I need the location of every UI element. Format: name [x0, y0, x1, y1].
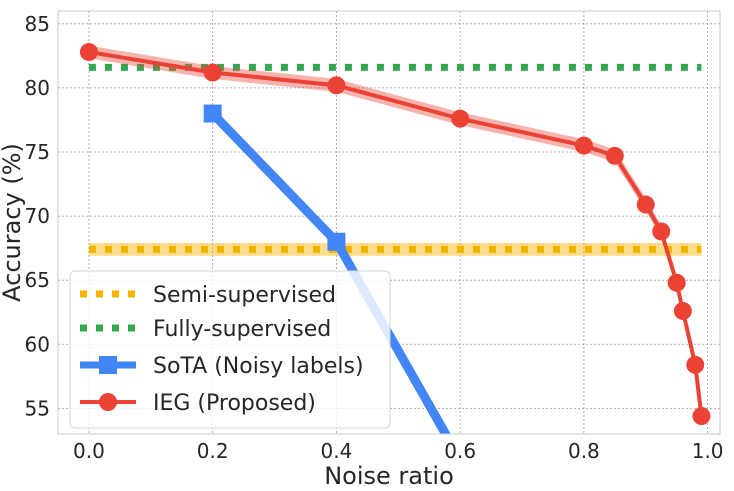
ieg-marker [673, 301, 692, 320]
ieg-marker [667, 273, 686, 292]
x-axis-label: Noise ratio [324, 462, 454, 490]
ieg-marker [605, 146, 624, 165]
y-tick-label: 60 [25, 332, 50, 356]
ieg-marker [327, 76, 346, 95]
y-tick-label: 70 [25, 204, 50, 228]
legend-label: SoTA (Noisy labels) [153, 354, 364, 379]
y-tick-label: 85 [25, 12, 50, 36]
plot-frame [57, 10, 721, 435]
data-series [79, 43, 711, 434]
legend-label: IEG (Proposed) [153, 391, 316, 416]
x-tick-label: 0.8 [568, 439, 600, 463]
ieg-marker [636, 195, 655, 214]
x-tick-label: 0.2 [197, 439, 229, 463]
y-tick-label: 75 [25, 140, 50, 164]
ieg-marker [692, 407, 711, 426]
sota-marker [327, 232, 346, 251]
sota-marker [203, 104, 222, 123]
y-axis-label: Accuracy (%) [0, 143, 26, 302]
ieg-line [88, 50, 704, 417]
ieg-marker [652, 222, 671, 241]
y-tick-label: 55 [25, 396, 50, 420]
tick-labels: 0.0 0.2 0.4 0.6 0.8 1.0 55 60 65 70 75 80 85 [25, 12, 724, 463]
x-tick-label: 0.4 [321, 439, 353, 463]
ieg-marker [451, 109, 470, 128]
x-tick-label: 0.6 [444, 439, 476, 463]
x-tick-label: 1.0 [692, 439, 724, 463]
ieg-marker [203, 63, 222, 82]
ieg-marker [686, 355, 705, 374]
legend-marker [99, 393, 117, 411]
legend: Semi-supervised Fully-supervised SoTA (Noi… [69, 270, 391, 429]
legend-label: Fully-supervised [153, 317, 331, 342]
ieg-marker [574, 136, 593, 155]
ieg-marker [79, 43, 98, 62]
legend-marker [99, 356, 117, 374]
legend-box [69, 270, 391, 429]
legend-label: Semi-supervised [153, 283, 336, 308]
y-tick-label: 65 [25, 268, 50, 292]
x-tick-label: 0.0 [73, 439, 105, 463]
y-tick-label: 80 [25, 76, 50, 100]
